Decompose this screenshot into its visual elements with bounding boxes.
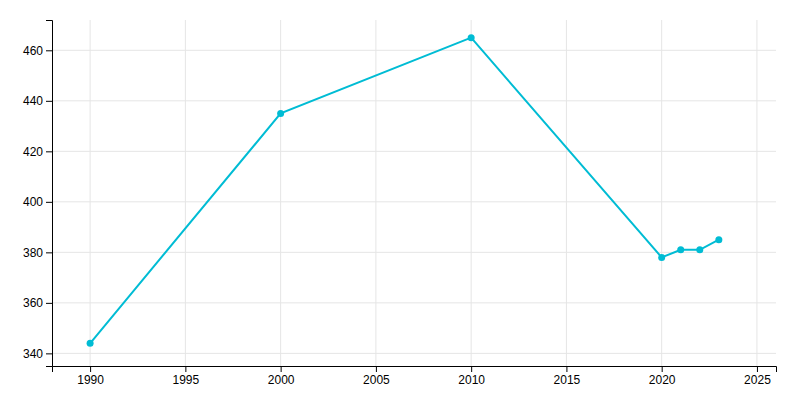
y-tick-mark (46, 353, 52, 354)
grid-line-y (52, 100, 776, 101)
y-tick-label: 400 (23, 195, 43, 209)
grid-line-y (52, 201, 776, 202)
x-tick-mark (90, 366, 91, 372)
y-tick-mark (46, 50, 52, 51)
x-axis-line (53, 367, 777, 373)
grid-line-y (52, 50, 776, 51)
grid-line-x (471, 20, 472, 366)
grid-line-y (52, 353, 776, 354)
y-tick-label: 380 (23, 246, 43, 260)
y-tick: 460 (23, 44, 52, 58)
x-tick-mark (376, 366, 377, 372)
y-tick: 380 (23, 246, 52, 260)
y-axis: 340 360 380 400 420 440 460 (23, 21, 53, 367)
point (658, 254, 665, 261)
x-tick-label: 1990 (77, 373, 104, 387)
y-tick: 440 (23, 94, 52, 108)
grid-line-y (52, 302, 776, 303)
y-tick-label: 420 (23, 145, 43, 159)
grid-line-x (185, 20, 186, 366)
point (696, 246, 703, 253)
x-tick: 2015 (554, 366, 581, 387)
y-tick-label: 360 (23, 296, 43, 310)
y-tick-label: 440 (23, 94, 43, 108)
x-tick: 2025 (744, 366, 771, 387)
y-tick-mark (46, 151, 52, 152)
chart: 1990 1995 2000 2005 2010 2015 2020 2025 340 360 38… (0, 0, 800, 400)
line (90, 38, 719, 344)
y-tick-mark (46, 101, 52, 102)
x-tick-mark (281, 366, 282, 372)
y-tick-mark (46, 252, 52, 253)
point (715, 236, 722, 243)
grid-line-x (280, 20, 281, 366)
x-tick: 2020 (649, 366, 676, 387)
x-axis: 1990 1995 2000 2005 2010 2015 2020 2025 (53, 366, 777, 387)
x-tick: 2005 (363, 366, 390, 387)
point (277, 110, 284, 117)
x-tick-mark (566, 366, 567, 372)
grid-line-x (90, 20, 91, 366)
point (468, 34, 475, 41)
x-tick: 1995 (173, 366, 200, 387)
x-tick-mark (185, 366, 186, 372)
x-tick-label: 2000 (268, 373, 295, 387)
y-tick-label: 340 (23, 347, 43, 361)
x-tick-label: 1995 (173, 373, 200, 387)
y-tick: 420 (23, 145, 52, 159)
y-tick: 400 (23, 195, 52, 209)
grid-line-x (756, 20, 757, 366)
x-tick-mark (662, 366, 663, 372)
point (87, 340, 94, 347)
grid-line-x (375, 20, 376, 366)
y-axis-line (46, 21, 53, 367)
x-tick-mark (471, 366, 472, 372)
x-tick-label: 2005 (363, 373, 390, 387)
grid-line-x (566, 20, 567, 366)
y-tick-mark (46, 202, 52, 203)
x-tick: 1990 (77, 366, 104, 387)
grid-line-y (52, 151, 776, 152)
x-tick-label: 2010 (458, 373, 485, 387)
grid-line-x (661, 20, 662, 366)
x-tick-label: 2020 (649, 373, 676, 387)
grid-line-y (52, 252, 776, 253)
x-tick-mark (757, 366, 758, 372)
point (677, 246, 684, 253)
plot-area: 1990 1995 2000 2005 2010 2015 2020 2025 340 360 38… (23, 20, 777, 387)
y-tick: 360 (23, 296, 52, 310)
grid (52, 20, 776, 366)
y-tick-label: 460 (23, 44, 43, 58)
marks (87, 34, 723, 347)
x-tick: 2010 (458, 366, 485, 387)
x-tick-label: 2025 (744, 373, 771, 387)
x-tick: 2000 (268, 366, 295, 387)
y-tick-mark (46, 303, 52, 304)
y-tick: 340 (23, 347, 52, 361)
x-tick-label: 2015 (554, 373, 581, 387)
